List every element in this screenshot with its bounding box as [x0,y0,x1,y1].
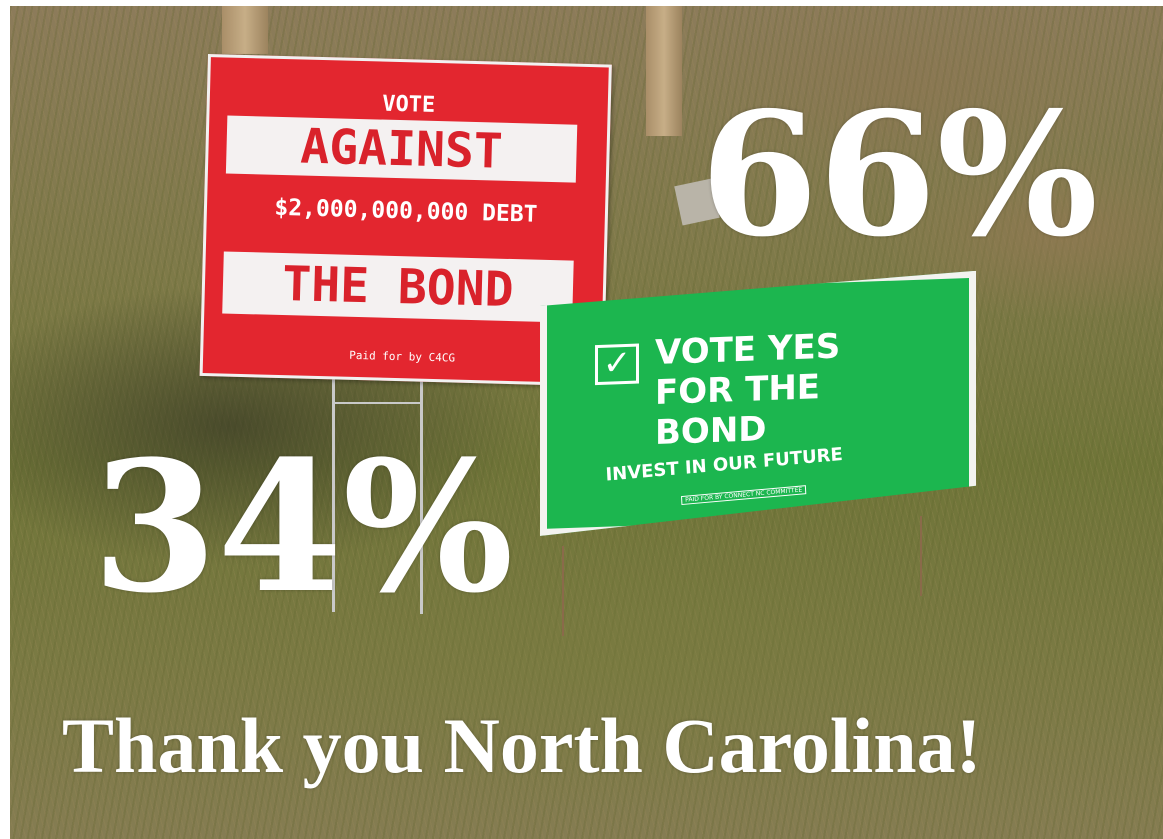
wooden-post-right [646,6,682,136]
sign-wire-stake [920,516,922,596]
red-sign-debt: $2,000,000,000 DEBT [274,194,538,228]
wooden-post-left [222,6,268,54]
green-sign-line1: VOTE YES [655,326,841,373]
sign-wire-crossbar [332,402,422,404]
thank-you-caption: Thank you North Carolina! [62,702,982,789]
yes-percent: 66% [700,75,1099,275]
red-sign-against: AGAINST [225,115,578,183]
sign-wire-stake [562,546,564,636]
lawn-photo: VOTE AGAINST $2,000,000,000 DEBT THE BON… [10,6,1163,839]
red-sign-the-bond: THE BOND [222,251,574,323]
green-sign-line2: FOR THE [655,367,821,413]
vote-yes-sign: ✓ VOTE YES FOR THE BOND INVEST IN OUR FU… [540,271,976,536]
sign-wire-stake [332,372,335,612]
no-percent: 34% [92,422,514,633]
green-sign-paid-for: PAID FOR BY CONNECT NC COMMITTEE [681,485,806,505]
sign-wire-stake [420,374,423,614]
checkbox-icon: ✓ [595,344,639,386]
green-sign-line3: BOND [655,409,767,453]
